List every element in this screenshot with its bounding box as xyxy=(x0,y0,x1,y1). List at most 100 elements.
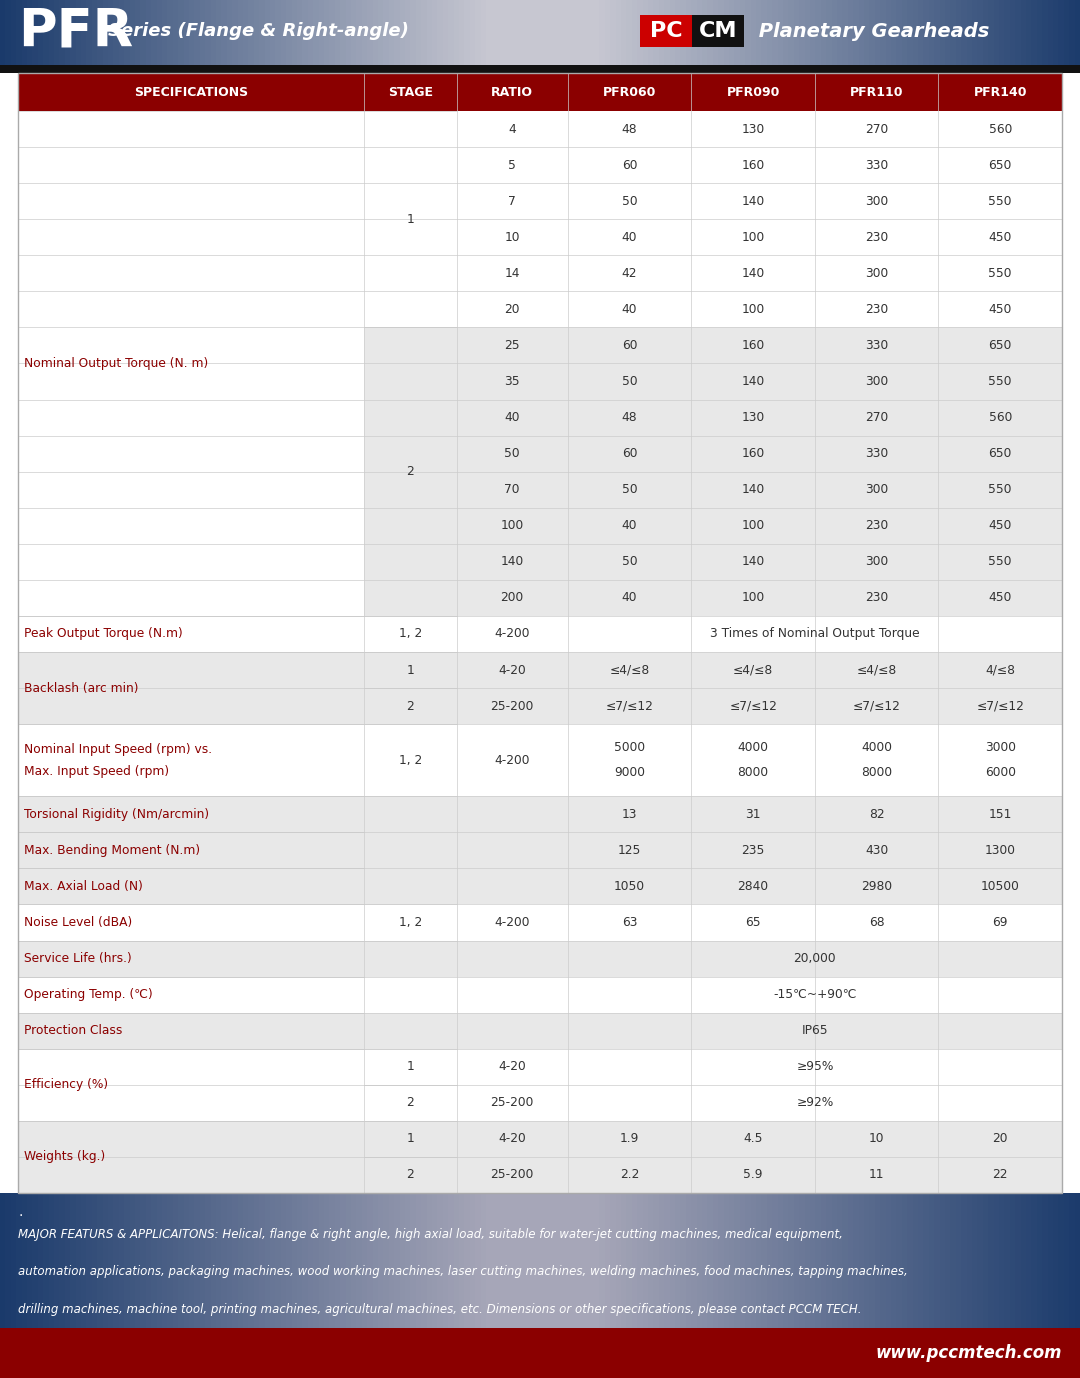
Text: 650: 650 xyxy=(988,339,1012,351)
Bar xyxy=(383,1193,389,1328)
Bar xyxy=(364,1120,457,1158)
Text: 40: 40 xyxy=(622,303,637,316)
Bar xyxy=(724,1193,729,1328)
Bar xyxy=(886,0,891,65)
Bar xyxy=(427,1193,432,1328)
Bar xyxy=(572,0,578,65)
Bar xyxy=(457,652,568,688)
Bar xyxy=(227,1193,232,1328)
Bar xyxy=(567,1193,572,1328)
Text: 140: 140 xyxy=(742,267,765,280)
Bar xyxy=(918,1193,923,1328)
Bar xyxy=(648,0,653,65)
Bar xyxy=(394,0,400,65)
Bar xyxy=(707,0,713,65)
Bar xyxy=(410,1193,416,1328)
Bar xyxy=(32,0,38,65)
Bar xyxy=(119,0,124,65)
Bar xyxy=(329,0,335,65)
Bar xyxy=(772,1193,778,1328)
Bar xyxy=(568,1049,1062,1084)
Text: 40: 40 xyxy=(622,230,637,244)
Text: 25-200: 25-200 xyxy=(490,1097,534,1109)
Text: ≤7/≤12: ≤7/≤12 xyxy=(729,700,778,712)
Bar xyxy=(38,0,43,65)
Bar xyxy=(459,0,464,65)
Bar xyxy=(18,112,364,616)
Bar xyxy=(443,1193,448,1328)
Text: 3 Times of Nominal Output Torque: 3 Times of Nominal Output Torque xyxy=(710,627,920,641)
Bar xyxy=(124,1193,130,1328)
Text: 300: 300 xyxy=(865,484,888,496)
Bar xyxy=(486,0,491,65)
Text: 60: 60 xyxy=(622,339,637,351)
Bar xyxy=(457,688,568,723)
Text: 140: 140 xyxy=(742,484,765,496)
Bar xyxy=(545,0,551,65)
Bar xyxy=(902,0,907,65)
Text: 300: 300 xyxy=(865,375,888,389)
Bar xyxy=(18,219,1062,255)
Text: 25: 25 xyxy=(504,339,519,351)
Text: 270: 270 xyxy=(865,123,888,135)
Text: 230: 230 xyxy=(865,520,888,532)
Text: 100: 100 xyxy=(742,230,765,244)
Bar xyxy=(18,616,364,652)
Bar xyxy=(135,0,140,65)
Bar xyxy=(18,723,1062,796)
Bar xyxy=(443,0,448,65)
Bar xyxy=(967,1193,972,1328)
Text: 550: 550 xyxy=(988,267,1012,280)
Bar xyxy=(1031,1193,1037,1328)
Text: ≤4/≤8: ≤4/≤8 xyxy=(733,664,773,677)
Text: 230: 230 xyxy=(865,303,888,316)
Bar xyxy=(18,1049,1062,1084)
Bar xyxy=(853,1193,859,1328)
Text: 1050: 1050 xyxy=(615,881,645,893)
Text: STAGE: STAGE xyxy=(388,85,433,98)
Bar xyxy=(772,0,778,65)
Bar xyxy=(362,0,367,65)
Bar xyxy=(157,0,162,65)
Bar xyxy=(38,1193,43,1328)
Text: 100: 100 xyxy=(742,591,765,605)
Bar xyxy=(810,0,815,65)
Bar xyxy=(940,0,945,65)
Text: PFR: PFR xyxy=(18,6,133,58)
Text: 450: 450 xyxy=(988,230,1012,244)
Bar xyxy=(59,1193,65,1328)
Bar xyxy=(1037,1193,1042,1328)
Text: Weights (kg.): Weights (kg.) xyxy=(24,1151,105,1163)
Bar xyxy=(859,1193,864,1328)
Bar xyxy=(983,0,988,65)
Bar xyxy=(961,1193,967,1328)
Bar xyxy=(513,1193,518,1328)
Bar xyxy=(11,1193,16,1328)
Bar xyxy=(297,0,302,65)
Bar xyxy=(421,0,427,65)
Text: 4-20: 4-20 xyxy=(498,1133,526,1145)
Text: Service Life (hrs.): Service Life (hrs.) xyxy=(24,952,132,965)
Text: -15℃~+90℃: -15℃~+90℃ xyxy=(773,988,856,1002)
Text: 550: 550 xyxy=(988,484,1012,496)
Bar xyxy=(167,0,173,65)
Bar xyxy=(821,0,826,65)
Text: 300: 300 xyxy=(865,267,888,280)
Bar xyxy=(108,1193,113,1328)
Bar xyxy=(902,1193,907,1328)
Bar xyxy=(805,0,810,65)
Bar xyxy=(205,1193,211,1328)
Bar xyxy=(416,0,421,65)
Bar xyxy=(540,0,545,65)
Bar xyxy=(848,0,853,65)
Bar xyxy=(551,0,556,65)
Text: 82: 82 xyxy=(869,808,885,821)
Text: 560: 560 xyxy=(988,411,1012,424)
Text: 4-20: 4-20 xyxy=(498,1060,526,1073)
Bar xyxy=(18,291,1062,328)
Bar xyxy=(432,1193,437,1328)
Bar xyxy=(373,0,378,65)
Bar xyxy=(243,1193,248,1328)
Text: 8000: 8000 xyxy=(738,766,769,779)
Bar xyxy=(832,0,837,65)
